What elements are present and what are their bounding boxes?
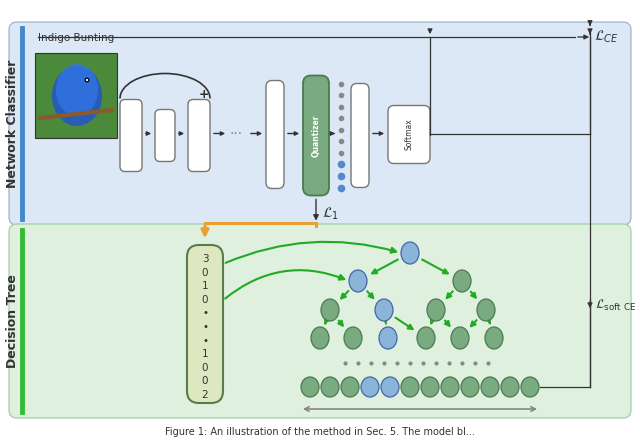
Ellipse shape — [341, 377, 359, 397]
Text: $\mathcal{L}_{CE}$: $\mathcal{L}_{CE}$ — [594, 29, 619, 45]
Ellipse shape — [421, 377, 439, 397]
Text: 1: 1 — [202, 349, 208, 359]
Text: +: + — [198, 88, 209, 101]
Text: Indigo Bunting: Indigo Bunting — [38, 33, 115, 43]
Text: Figure 1: An illustration of the method in Sec. 5. The model bl...: Figure 1: An illustration of the method … — [165, 427, 475, 437]
Text: Softmax: Softmax — [404, 119, 413, 150]
Ellipse shape — [321, 377, 339, 397]
Text: 3: 3 — [202, 254, 208, 264]
Text: •: • — [202, 322, 208, 332]
Circle shape — [84, 78, 90, 82]
Ellipse shape — [311, 327, 329, 349]
Text: •: • — [202, 336, 208, 346]
Ellipse shape — [381, 377, 399, 397]
Ellipse shape — [453, 270, 471, 292]
Ellipse shape — [485, 327, 503, 349]
Ellipse shape — [56, 64, 98, 116]
Ellipse shape — [349, 270, 367, 292]
Ellipse shape — [379, 327, 397, 349]
Text: 0: 0 — [202, 268, 208, 278]
Text: $\mathcal{L}_{\mathrm{soft\ CE}}$: $\mathcal{L}_{\mathrm{soft\ CE}}$ — [595, 297, 636, 313]
Ellipse shape — [321, 299, 339, 321]
Text: •: • — [202, 308, 208, 319]
FancyBboxPatch shape — [188, 100, 210, 171]
Text: ···: ··· — [229, 127, 243, 140]
FancyBboxPatch shape — [187, 245, 223, 403]
Ellipse shape — [481, 377, 499, 397]
FancyBboxPatch shape — [266, 81, 284, 189]
Text: Quantizer: Quantizer — [312, 114, 321, 157]
Ellipse shape — [427, 299, 445, 321]
Ellipse shape — [361, 377, 379, 397]
Ellipse shape — [401, 242, 419, 264]
Ellipse shape — [501, 377, 519, 397]
Text: 0: 0 — [202, 377, 208, 386]
Ellipse shape — [301, 377, 319, 397]
Bar — [35, 53, 117, 138]
Circle shape — [86, 79, 88, 81]
Text: Decision Tree: Decision Tree — [6, 274, 19, 368]
FancyBboxPatch shape — [9, 224, 631, 418]
Ellipse shape — [451, 327, 469, 349]
FancyBboxPatch shape — [303, 75, 329, 195]
FancyBboxPatch shape — [155, 109, 175, 162]
Ellipse shape — [461, 377, 479, 397]
Text: 2: 2 — [202, 390, 208, 400]
Text: Network Classifier: Network Classifier — [6, 59, 19, 188]
Ellipse shape — [417, 327, 435, 349]
FancyBboxPatch shape — [9, 22, 631, 225]
Ellipse shape — [344, 327, 362, 349]
FancyBboxPatch shape — [388, 105, 430, 163]
Ellipse shape — [441, 377, 459, 397]
Ellipse shape — [375, 299, 393, 321]
Text: $\mathcal{L}_{1}$: $\mathcal{L}_{1}$ — [322, 205, 339, 222]
FancyBboxPatch shape — [120, 100, 142, 171]
Ellipse shape — [477, 299, 495, 321]
Text: 0: 0 — [202, 363, 208, 373]
FancyBboxPatch shape — [351, 83, 369, 187]
Ellipse shape — [52, 66, 102, 126]
Text: 0: 0 — [202, 295, 208, 305]
Text: 1: 1 — [202, 281, 208, 291]
Ellipse shape — [401, 377, 419, 397]
Ellipse shape — [521, 377, 539, 397]
